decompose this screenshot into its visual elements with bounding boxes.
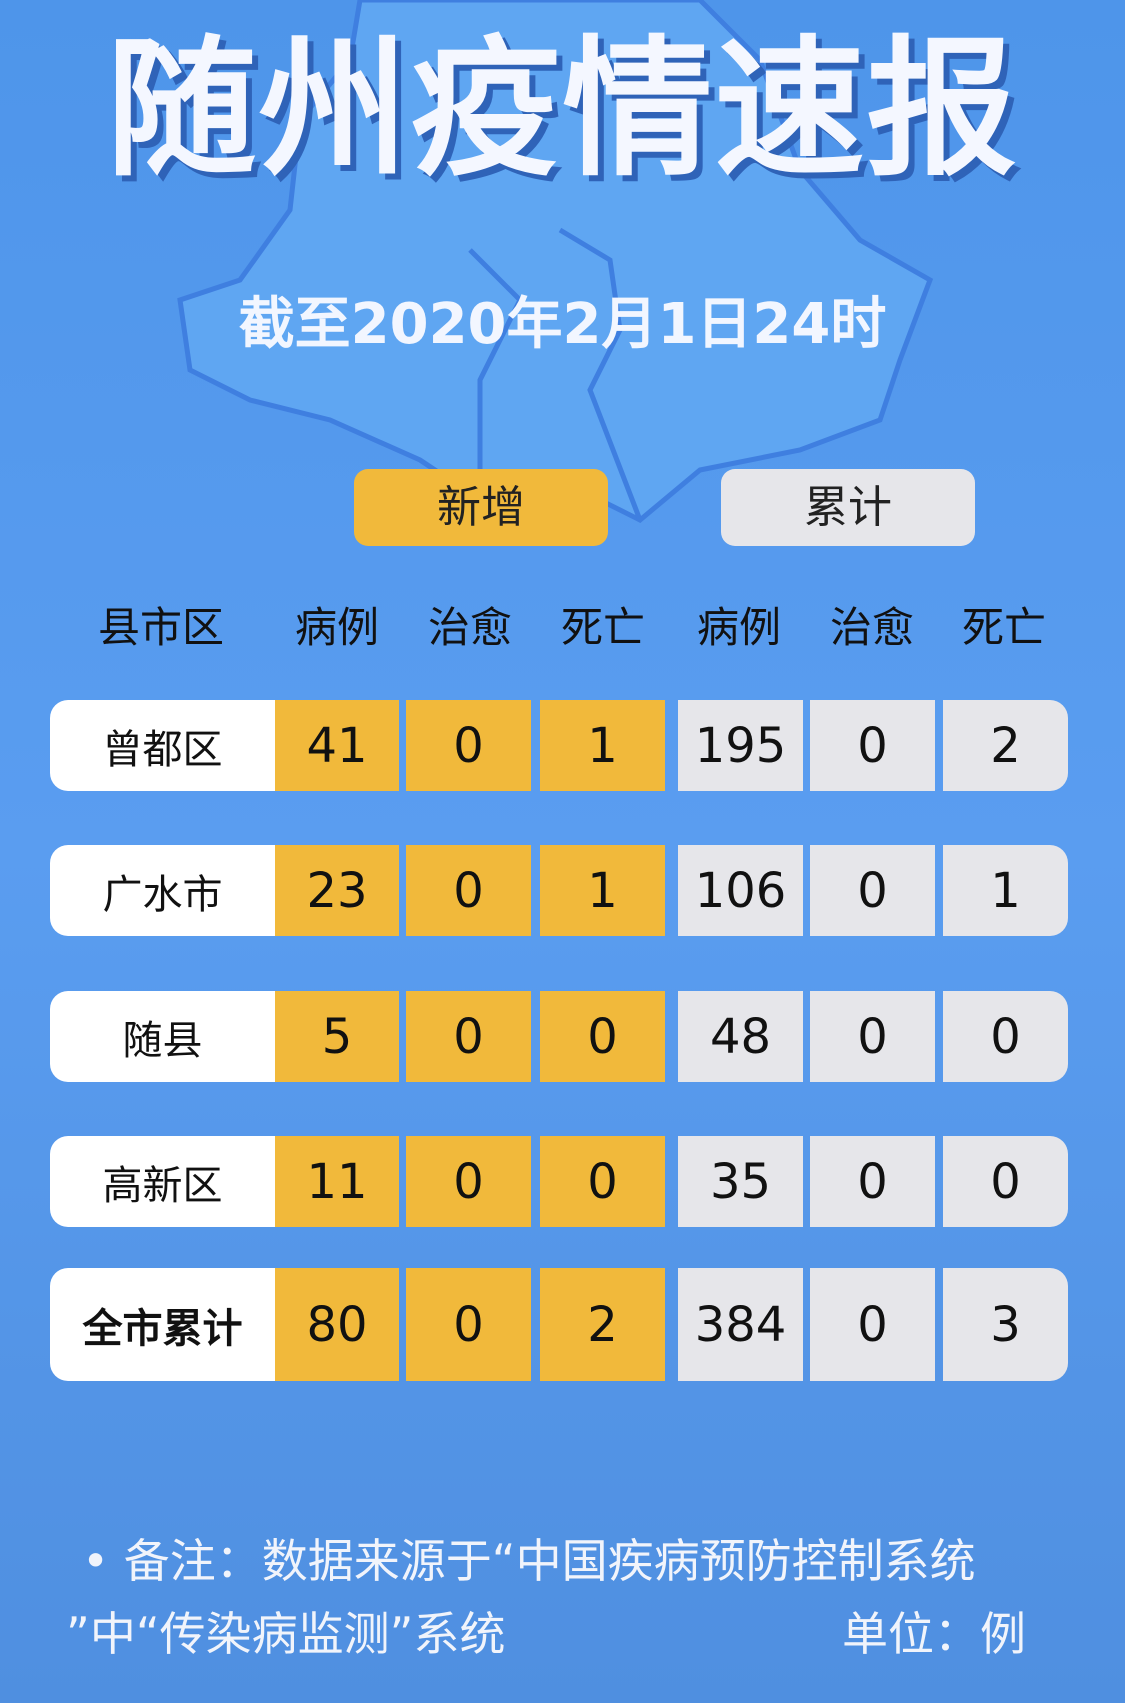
cell-new-cases: 5 xyxy=(275,991,399,1082)
table-row: 曾都区 41 0 1 195 0 2 xyxy=(50,700,1068,791)
cell-new-cured: 0 xyxy=(406,1136,531,1227)
cell-total-cases: 35 xyxy=(678,1136,803,1227)
cell-new-cured: 0 xyxy=(406,700,531,791)
table-row: 全市累计 80 0 2 384 0 3 xyxy=(50,1268,1068,1381)
district-name: 高新区 xyxy=(50,1136,275,1227)
cell-total-cured: 0 xyxy=(810,1268,935,1381)
district-name: 随县 xyxy=(50,991,275,1082)
header-new-cured: 治愈 xyxy=(427,603,512,652)
cell-total-cases: 195 xyxy=(678,700,803,791)
tab-total[interactable]: 累计 xyxy=(721,469,975,546)
cell-new-deaths: 0 xyxy=(540,991,665,1082)
cell-total-deaths: 2 xyxy=(943,700,1068,791)
cell-total-cases: 106 xyxy=(678,845,803,936)
table-row: 随县 5 0 0 48 0 0 xyxy=(50,991,1068,1082)
cell-new-cases: 23 xyxy=(275,845,399,936)
header-total-cured: 治愈 xyxy=(829,603,914,652)
header-district: 县市区 xyxy=(97,603,224,652)
table-row: 高新区 11 0 0 35 0 0 xyxy=(50,1136,1068,1227)
header-total-deaths: 死亡 xyxy=(961,603,1046,652)
district-name: 全市累计 xyxy=(50,1268,275,1381)
cell-total-deaths: 3 xyxy=(943,1268,1068,1381)
cell-total-deaths: 0 xyxy=(943,1136,1068,1227)
cell-new-cases: 41 xyxy=(275,700,399,791)
cell-new-cases: 11 xyxy=(275,1136,399,1227)
footer-note-line1: • 备注：数据来源于“中国疾病预防控制系统 xyxy=(82,1534,976,1588)
cell-total-cured: 0 xyxy=(810,1136,935,1227)
footer-unit: 单位：例 xyxy=(842,1607,1026,1661)
cell-new-cases: 80 xyxy=(275,1268,399,1381)
district-name: 广水市 xyxy=(50,845,275,936)
cell-new-cured: 0 xyxy=(406,845,531,936)
cell-total-cured: 0 xyxy=(810,700,935,791)
footer-note-line2: ”中“传染病监测”系统 xyxy=(66,1607,506,1661)
cell-new-deaths: 1 xyxy=(540,700,665,791)
cell-new-cured: 0 xyxy=(406,1268,531,1381)
page-title: 随州疫情速报 xyxy=(106,23,1019,197)
cell-new-cured: 0 xyxy=(406,991,531,1082)
cell-total-cured: 0 xyxy=(810,991,935,1082)
header-total-cases: 病例 xyxy=(696,603,781,652)
cell-new-deaths: 0 xyxy=(540,1136,665,1227)
cell-total-cases: 48 xyxy=(678,991,803,1082)
tab-new[interactable]: 新增 xyxy=(354,469,608,546)
table-row: 广水市 23 0 1 106 0 1 xyxy=(50,845,1068,936)
cell-total-cases: 384 xyxy=(678,1268,803,1381)
cell-new-deaths: 2 xyxy=(540,1268,665,1381)
cell-new-deaths: 1 xyxy=(540,845,665,936)
header-new-deaths: 死亡 xyxy=(560,603,645,652)
cell-total-deaths: 0 xyxy=(943,991,1068,1082)
district-name: 曾都区 xyxy=(50,700,275,791)
date-subtitle: 截至2020年2月1日24时 xyxy=(238,292,887,357)
cell-total-cured: 0 xyxy=(810,845,935,936)
cell-total-deaths: 1 xyxy=(943,845,1068,936)
header-new-cases: 病例 xyxy=(294,603,379,652)
